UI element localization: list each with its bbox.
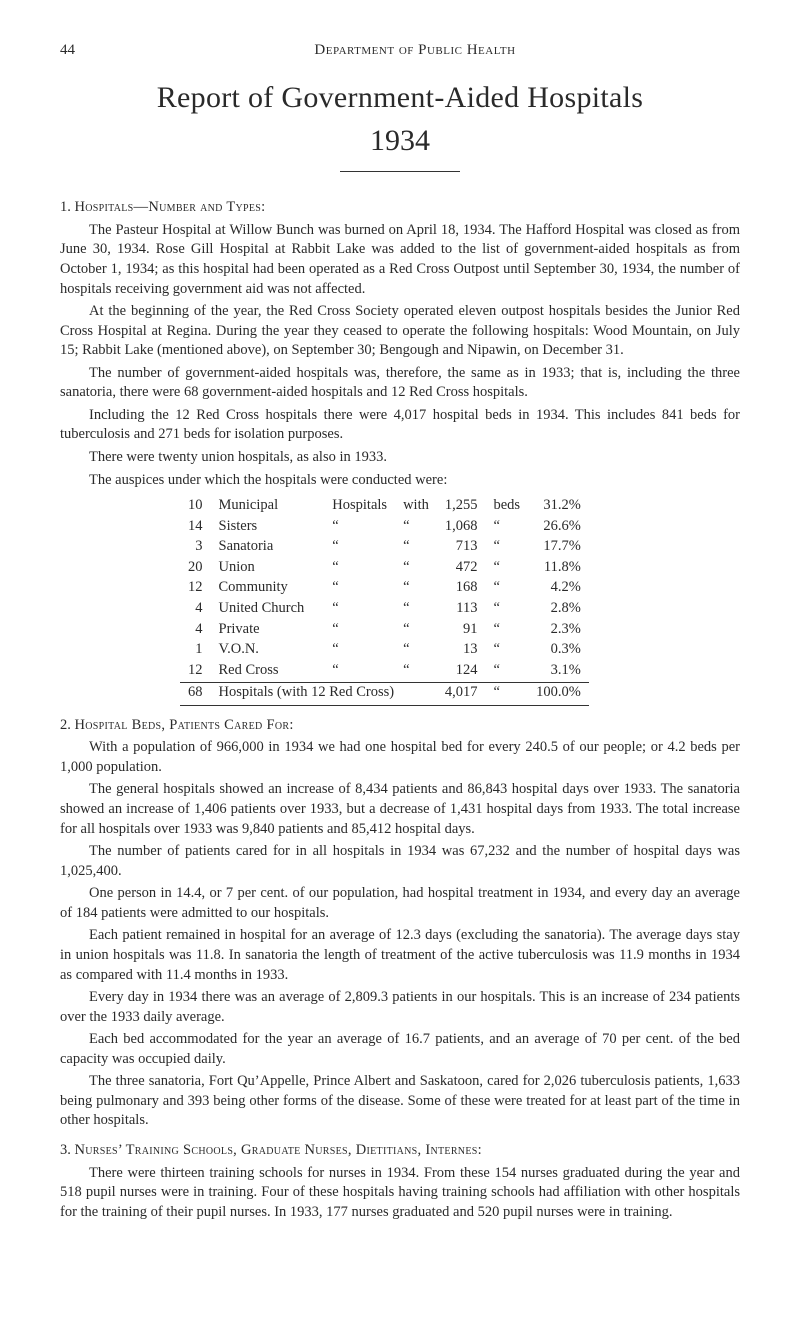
section-2-p6: Every day in 1934 there was an average o… [60, 988, 740, 1027]
section-1-p2: At the beginning of the year, the Red Cr… [60, 302, 740, 361]
section-2-p1: With a population of 966,000 in 1934 we … [60, 738, 740, 777]
section-3-p1: There were thirteen training schools for… [60, 1164, 740, 1223]
section-2-p7: Each bed accommodated for the year an av… [60, 1030, 740, 1069]
section-2-p5: Each patient remained in hospital for an… [60, 926, 740, 985]
section-2-p3: The number of patients cared for in all … [60, 842, 740, 881]
title-rule [340, 171, 460, 172]
section-2-number: 2. [60, 717, 71, 733]
section-2-p2: The general hospitals showed an increase… [60, 780, 740, 839]
section-1-p1: The Pasteur Hospital at Willow Bunch was… [60, 221, 740, 299]
table-row: 4United Church““113“2.8% [180, 599, 589, 620]
section-1-heading: 1. Hospitals—Number and Types: [60, 198, 740, 218]
page-number: 44 [60, 40, 90, 60]
section-2-heading: 2. Hospital Beds, Patients Cared For: [60, 716, 740, 736]
section-1-p4: Including the 12 Red Cross hospitals the… [60, 406, 740, 445]
auspices-table: 10MunicipalHospitalswith1,255beds31.2% 1… [180, 496, 589, 706]
table-row: 20Union““472“11.8% [180, 558, 589, 579]
page-header: 44 Department of Public Health [60, 40, 740, 60]
table-row: 12Community““168“4.2% [180, 578, 589, 599]
document-title: Report of Government-Aided Hospitals [60, 78, 740, 119]
section-1-p5: There were twenty union hospitals, as al… [60, 448, 740, 468]
section-1-p3: The number of government-aided hospitals… [60, 364, 740, 403]
table-total-row: 68Hospitals (with 12 Red Cross)4,017“100… [180, 683, 589, 706]
document-year: 1934 [60, 121, 740, 162]
running-head: Department of Public Health [90, 40, 740, 60]
table-row: 14Sisters““1,068“26.6% [180, 517, 589, 538]
section-2-p8: The three sanatoria, Fort Qu’Appelle, Pr… [60, 1072, 740, 1131]
table-row: 12Red Cross““124“3.1% [180, 661, 589, 683]
section-1-table-intro: The auspices under which the hospitals w… [60, 471, 740, 491]
section-2-title: Hospital Beds, Patients Cared For: [75, 717, 294, 733]
section-3-number: 3. [60, 1142, 71, 1158]
section-3-heading: 3. Nurses’ Training Schools, Graduate Nu… [60, 1141, 740, 1161]
table-row: 10MunicipalHospitalswith1,255beds31.2% [180, 496, 589, 517]
section-3-title: Nurses’ Training Schools, Graduate Nurse… [75, 1142, 482, 1158]
section-1-title: Hospitals—Number and Types: [75, 199, 266, 215]
table-row: 4Private““91“2.3% [180, 620, 589, 641]
table-row: 1V.O.N.““13“0.3% [180, 640, 589, 661]
section-2-p4: One person in 14.4, or 7 per cent. of ou… [60, 884, 740, 923]
section-1-number: 1. [60, 199, 71, 215]
table-row: 3Sanatoria““713“17.7% [180, 537, 589, 558]
